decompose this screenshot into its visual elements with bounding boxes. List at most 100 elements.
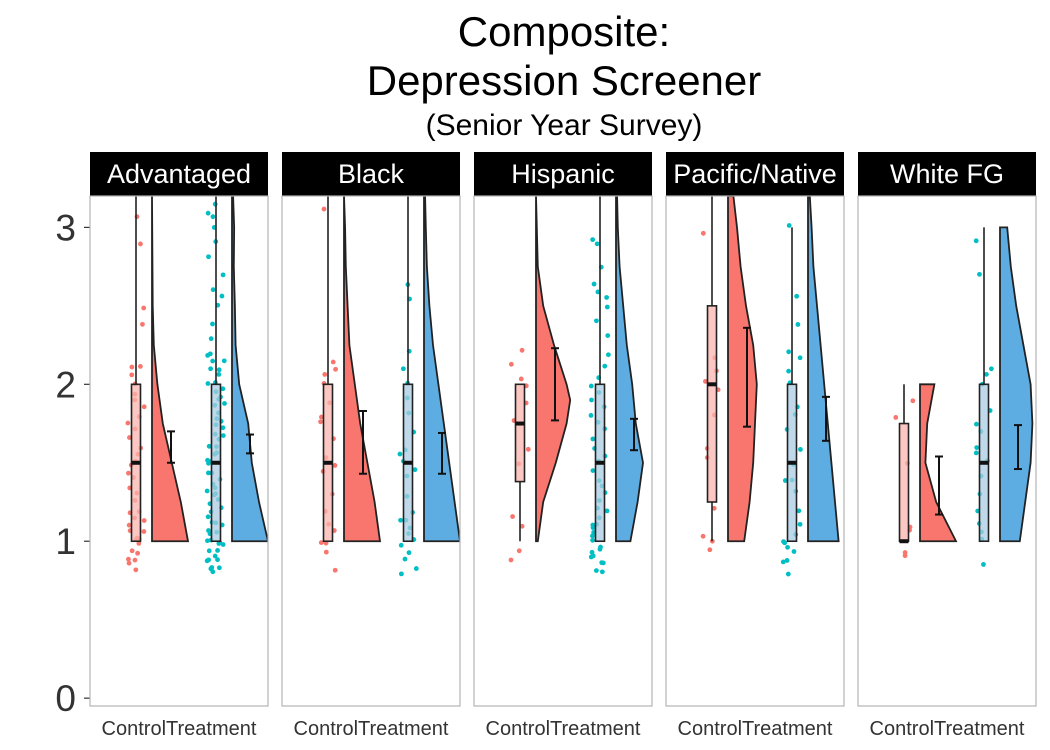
data-point (333, 366, 338, 372)
data-point (206, 557, 212, 563)
panel-plot-area (700, 196, 840, 577)
data-point (210, 214, 216, 220)
data-point (974, 421, 979, 427)
facet-strip (282, 152, 460, 196)
data-point (518, 376, 524, 382)
x-tick-labels: ControlTreatment (102, 718, 257, 740)
data-point (973, 238, 979, 244)
data-point (127, 435, 132, 440)
data-point (206, 528, 211, 533)
facet-panel: Hispanic ControlTreatment (473, 152, 653, 740)
y-axis: 0 1 2 3 (55, 207, 90, 719)
facet-panels: AdvantagedControlTreatmentBlackControlTr… (89, 152, 1037, 740)
data-point (796, 508, 802, 514)
panel-border (473, 195, 653, 707)
data-point (140, 321, 145, 327)
panel-border (665, 195, 845, 707)
x-tick-treatment: Treatment (166, 718, 257, 740)
data-point (700, 533, 706, 539)
panel-plot-area (508, 196, 644, 575)
data-point (205, 514, 211, 520)
data-point (398, 542, 404, 548)
data-point (598, 544, 603, 550)
data-point (902, 550, 908, 555)
data-point (797, 355, 803, 361)
y-tick-label: 0 (55, 678, 76, 719)
data-point (222, 401, 227, 406)
data-point (785, 571, 791, 577)
data-point (205, 538, 210, 544)
data-point (795, 322, 801, 327)
data-point (781, 539, 786, 545)
density-half-violin (615, 196, 644, 543)
data-point (210, 321, 215, 327)
density-half-violin (919, 383, 958, 543)
data-point (602, 363, 608, 369)
data-point (406, 550, 412, 556)
data-point (591, 281, 597, 287)
density-half-violin (151, 196, 190, 543)
data-point (205, 470, 211, 476)
data-point (707, 547, 713, 553)
data-point (220, 386, 226, 392)
data-point (212, 553, 218, 559)
data-point (402, 556, 408, 562)
data-point (397, 451, 403, 457)
data-point (600, 560, 606, 566)
panel-border (89, 195, 269, 707)
data-point (208, 366, 214, 372)
panel-border (857, 195, 1037, 707)
data-point (206, 443, 212, 449)
facet-strip-label: Advantaged (107, 159, 251, 189)
data-point (711, 505, 717, 511)
facet-panel: Black ControlTreatment (281, 152, 461, 740)
data-point (786, 223, 792, 228)
facet-strip-label: White FG (890, 159, 1004, 189)
data-point (605, 333, 611, 339)
data-point (519, 347, 525, 353)
data-point (590, 468, 596, 473)
data-point (604, 508, 610, 514)
data-point (216, 367, 222, 373)
data-point (129, 548, 135, 554)
density-half-violin (535, 196, 572, 543)
facet-strip-label: Hispanic (511, 159, 615, 189)
data-point (519, 523, 525, 529)
data-point (981, 562, 986, 567)
data-point (126, 522, 132, 528)
data-point (321, 206, 327, 212)
data-point (400, 366, 406, 372)
density-half-violin (343, 196, 382, 543)
data-point (589, 549, 595, 555)
data-point (508, 361, 514, 367)
data-point (700, 230, 706, 236)
data-point (323, 549, 329, 555)
data-point (126, 556, 131, 562)
data-point (138, 241, 143, 247)
data-point (785, 544, 790, 550)
panel-plot-area (125, 196, 268, 575)
facet-panel: Pacific/Native ControlTreatment (665, 152, 845, 740)
panel-plot-area (893, 226, 1034, 567)
data-point (510, 514, 515, 519)
x-tick-labels: ControlTreatment (678, 718, 833, 740)
data-point (215, 548, 220, 553)
data-point (204, 488, 210, 494)
data-point (588, 383, 594, 389)
data-point (797, 521, 803, 527)
data-point (398, 571, 404, 577)
data-point (210, 358, 216, 364)
y-tick-label: 2 (55, 364, 76, 405)
density-half-violin (231, 196, 268, 543)
data-point (508, 557, 514, 563)
x-tick-treatment: Treatment (550, 718, 641, 740)
x-tick-labels: ControlTreatment (294, 718, 449, 740)
data-point (136, 540, 142, 546)
facet-strip-label: Pacific/Native (673, 159, 837, 189)
data-point (983, 371, 989, 377)
data-point (605, 352, 611, 358)
data-point (703, 378, 708, 384)
chart-subtitle: (Senior Year Survey) (426, 109, 703, 142)
data-point (604, 304, 610, 310)
data-point (208, 336, 214, 342)
